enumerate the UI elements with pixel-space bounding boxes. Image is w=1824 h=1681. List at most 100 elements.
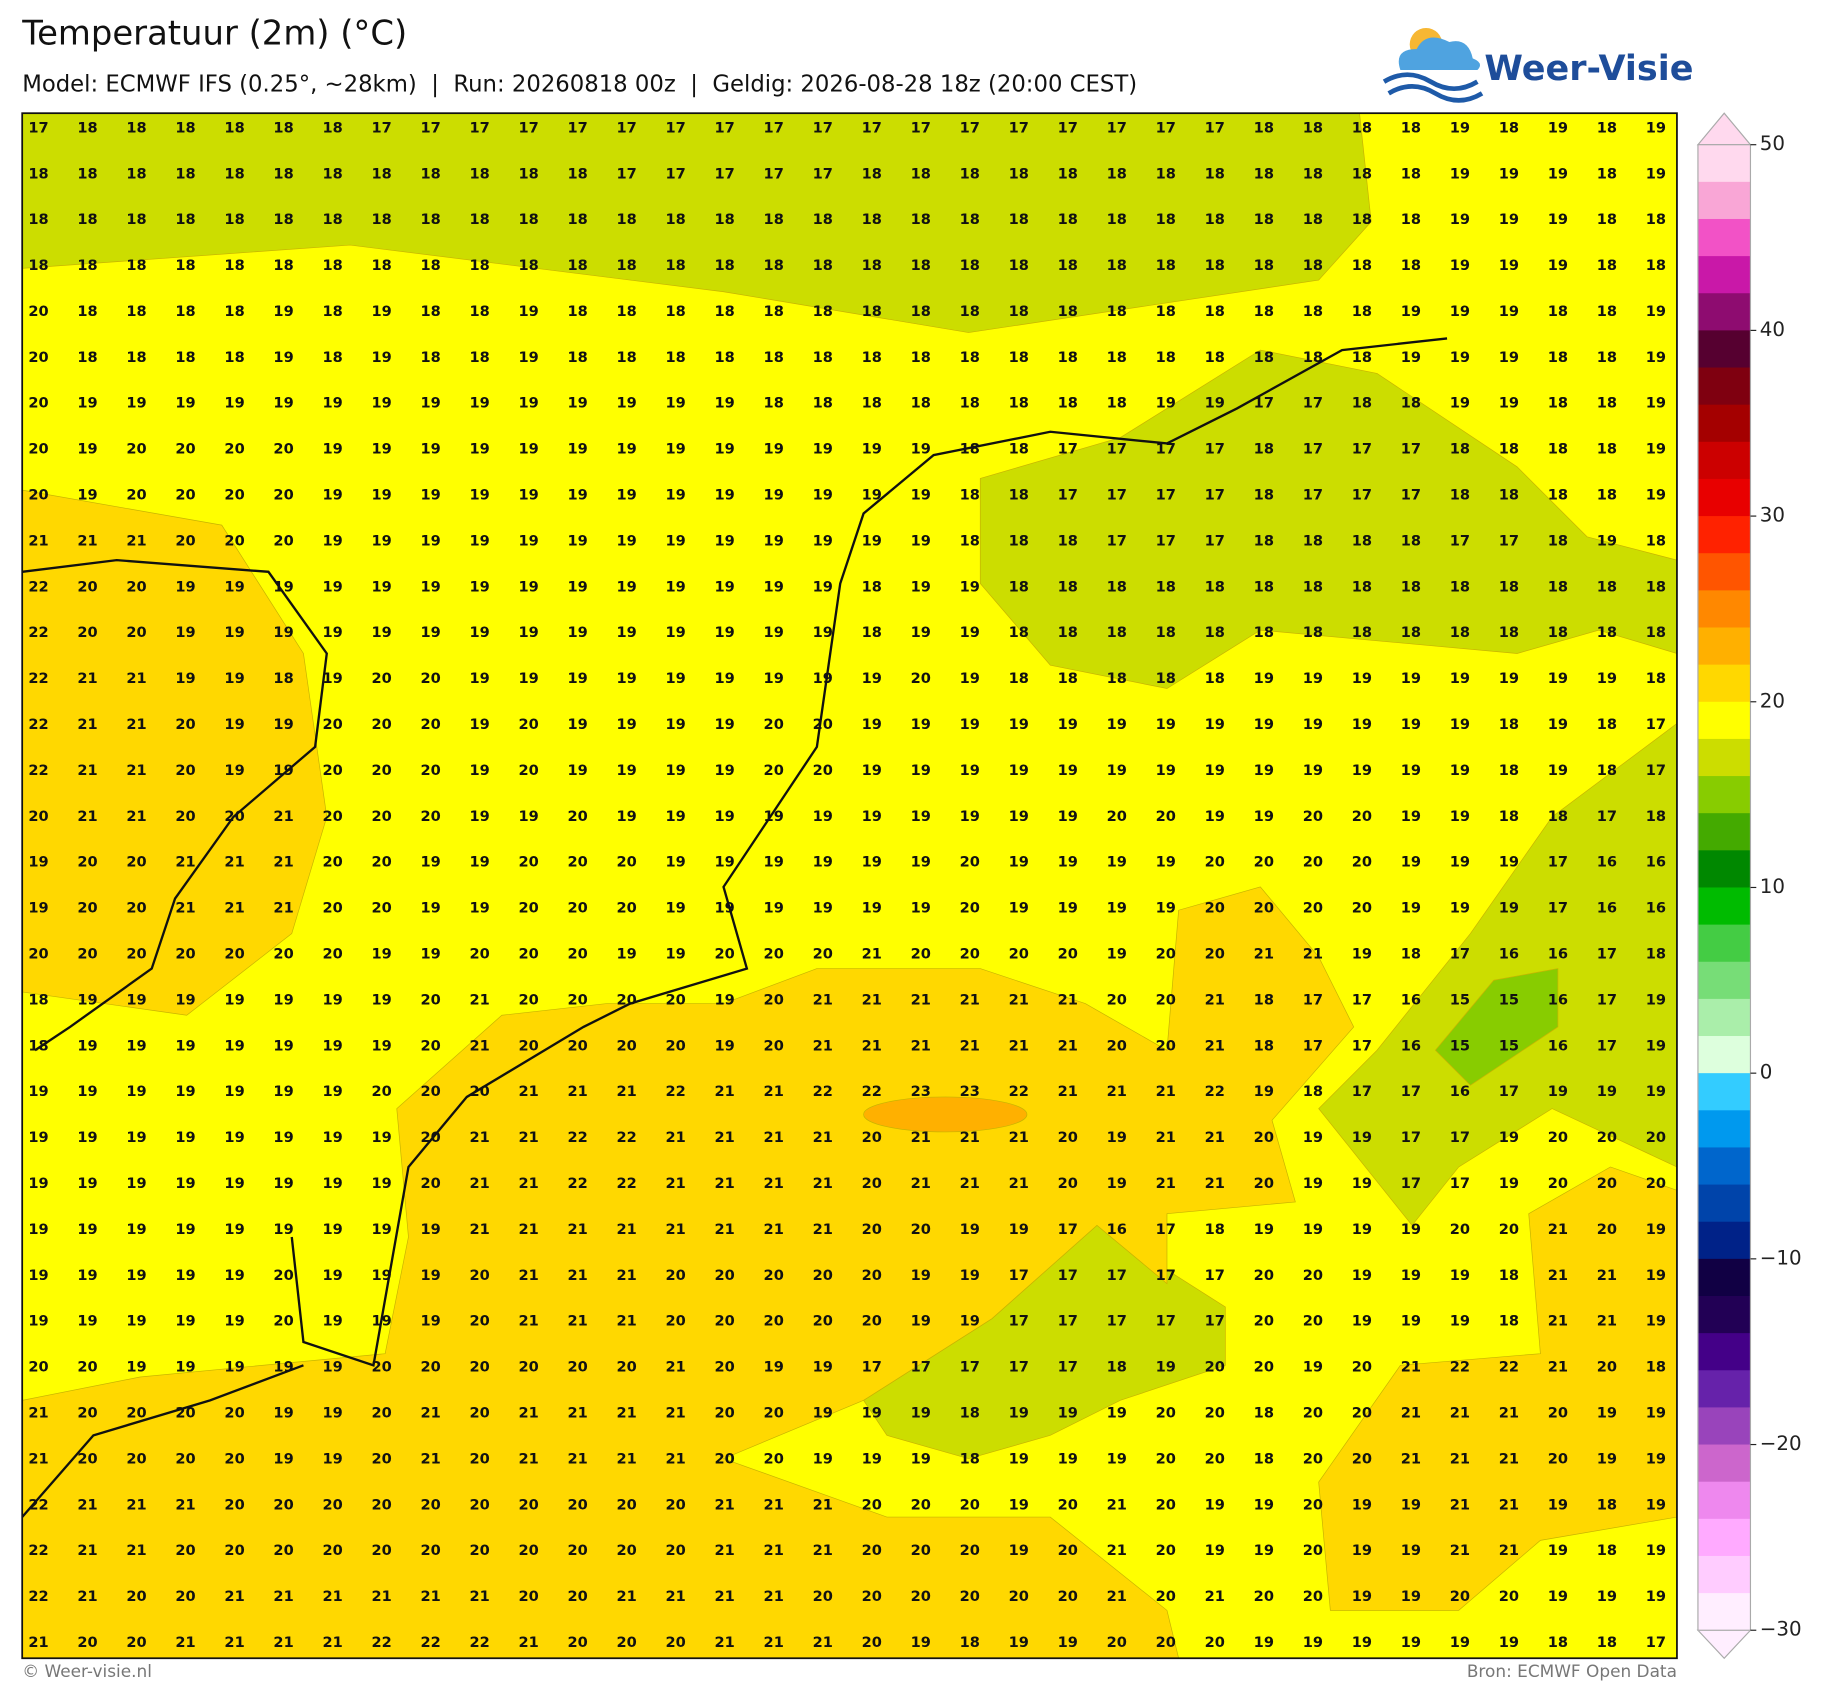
temperature-label: 19 xyxy=(1450,762,1470,779)
temperature-label: 21 xyxy=(1107,1496,1127,1513)
temperature-label: 18 xyxy=(1254,1037,1274,1054)
temperature-label: 18 xyxy=(960,303,980,320)
map-area xyxy=(22,113,1677,1659)
temperature-label: 17 xyxy=(1205,1313,1225,1330)
temperature-label: 19 xyxy=(1058,1634,1078,1651)
temperature-label: 20 xyxy=(519,1588,539,1605)
temperature-label: 22 xyxy=(371,1634,391,1651)
temperature-label: 21 xyxy=(273,900,293,917)
temperature-label: 18 xyxy=(1352,578,1372,595)
colorbar-block xyxy=(1697,813,1751,851)
temperature-label: 16 xyxy=(1548,991,1568,1008)
temperature-label: 19 xyxy=(813,1404,833,1421)
temperature-label: 19 xyxy=(1009,900,1029,917)
temperature-label: 20 xyxy=(126,487,146,504)
temperature-label: 18 xyxy=(1058,211,1078,228)
temperature-label: 21 xyxy=(1254,945,1274,962)
temperature-label: 17 xyxy=(666,119,686,136)
temperature-label: 18 xyxy=(568,257,588,274)
temperature-label: 19 xyxy=(77,487,97,504)
temperature-label: 16 xyxy=(1646,900,1666,917)
colorbar-tick-label: −20 xyxy=(1760,1432,1802,1455)
temperature-label: 18 xyxy=(1303,349,1323,366)
temperature-label: 21 xyxy=(1548,1221,1568,1238)
temperature-label: 20 xyxy=(126,1404,146,1421)
temperature-label: 20 xyxy=(519,991,539,1008)
temperature-label: 19 xyxy=(1401,1588,1421,1605)
temperature-label: 18 xyxy=(469,303,489,320)
temperature-label: 17 xyxy=(1058,1267,1078,1284)
temperature-label: 20 xyxy=(617,1496,637,1513)
temperature-label: 20 xyxy=(1597,1175,1617,1192)
temperature-label: 22 xyxy=(813,1083,833,1100)
temperature-label: 21 xyxy=(1548,1359,1568,1376)
temperature-label: 20 xyxy=(617,1037,637,1054)
temperature-label: 18 xyxy=(666,211,686,228)
temperature-label: 20 xyxy=(568,945,588,962)
temperature-label: 21 xyxy=(1107,1083,1127,1100)
temperature-label: 18 xyxy=(224,119,244,136)
temperature-label: 20 xyxy=(273,487,293,504)
temperature-label: 21 xyxy=(1107,1588,1127,1605)
temperature-label: 20 xyxy=(1058,1129,1078,1146)
temperature-label: 20 xyxy=(77,854,97,871)
temperature-label: 18 xyxy=(175,349,195,366)
footer-source: Bron: ECMWF Open Data xyxy=(1467,1661,1677,1681)
colorbar-block xyxy=(1697,218,1751,257)
temperature-label: 20 xyxy=(519,945,539,962)
temperature-label: 19 xyxy=(568,578,588,595)
colorbar-block xyxy=(1697,701,1751,740)
temperature-label: 19 xyxy=(1597,1404,1617,1421)
temperature-label: 19 xyxy=(1548,1542,1568,1559)
temperature-label: 20 xyxy=(1548,1404,1568,1421)
temperature-label: 17 xyxy=(1058,441,1078,458)
temperature-label: 19 xyxy=(469,716,489,733)
temperature-label: 19 xyxy=(224,1313,244,1330)
temperature-label: 19 xyxy=(224,762,244,779)
temperature-label: 19 xyxy=(715,578,735,595)
temperature-label: 18 xyxy=(77,349,97,366)
temperature-label: 20 xyxy=(1352,900,1372,917)
temperature-label: 20 xyxy=(126,854,146,871)
temperature-label: 18 xyxy=(175,119,195,136)
temperature-label: 18 xyxy=(469,349,489,366)
temperature-label: 20 xyxy=(862,1313,882,1330)
temperature-label: 20 xyxy=(1058,1542,1078,1559)
temperature-label: 22 xyxy=(28,762,48,779)
temperature-label: 19 xyxy=(666,762,686,779)
temperature-label: 18 xyxy=(1156,670,1176,687)
temperature-label: 21 xyxy=(617,1588,637,1605)
temperature-label: 18 xyxy=(1352,119,1372,136)
temperature-label: 20 xyxy=(813,762,833,779)
temperature-label: 20 xyxy=(273,945,293,962)
temperature-label: 19 xyxy=(1646,349,1666,366)
temperature-label: 19 xyxy=(126,1083,146,1100)
temperature-label: 18 xyxy=(862,624,882,641)
temperature-label: 19 xyxy=(126,1221,146,1238)
temperature-label: 18 xyxy=(1156,578,1176,595)
temperature-label: 20 xyxy=(911,945,931,962)
temperature-label: 19 xyxy=(764,532,784,549)
temperature-label: 18 xyxy=(1058,257,1078,274)
temperature-label: 19 xyxy=(420,900,440,917)
temperature-label: 19 xyxy=(617,762,637,779)
temperature-label: 20 xyxy=(1303,1496,1323,1513)
temperature-label: 19 xyxy=(1205,762,1225,779)
temperature-label: 19 xyxy=(322,1450,342,1467)
temperature-label: 19 xyxy=(224,1175,244,1192)
temperature-label: 19 xyxy=(1303,1634,1323,1651)
temperature-label: 21 xyxy=(273,854,293,871)
temperature-label: 19 xyxy=(1548,1588,1568,1605)
temperature-label: 22 xyxy=(617,1175,637,1192)
temperature-label: 18 xyxy=(1450,441,1470,458)
temperature-label: 19 xyxy=(813,854,833,871)
colorbar-tick-label: 50 xyxy=(1760,132,1785,155)
temperature-label: 20 xyxy=(1303,1313,1323,1330)
temperature-label: 18 xyxy=(911,395,931,412)
temperature-label: 21 xyxy=(1058,1037,1078,1054)
temperature-label: 20 xyxy=(960,1496,980,1513)
temperature-label: 19 xyxy=(28,1313,48,1330)
temperature-label: 18 xyxy=(1548,1634,1568,1651)
temperature-label: 17 xyxy=(1352,991,1372,1008)
temperature-label: 19 xyxy=(715,1037,735,1054)
